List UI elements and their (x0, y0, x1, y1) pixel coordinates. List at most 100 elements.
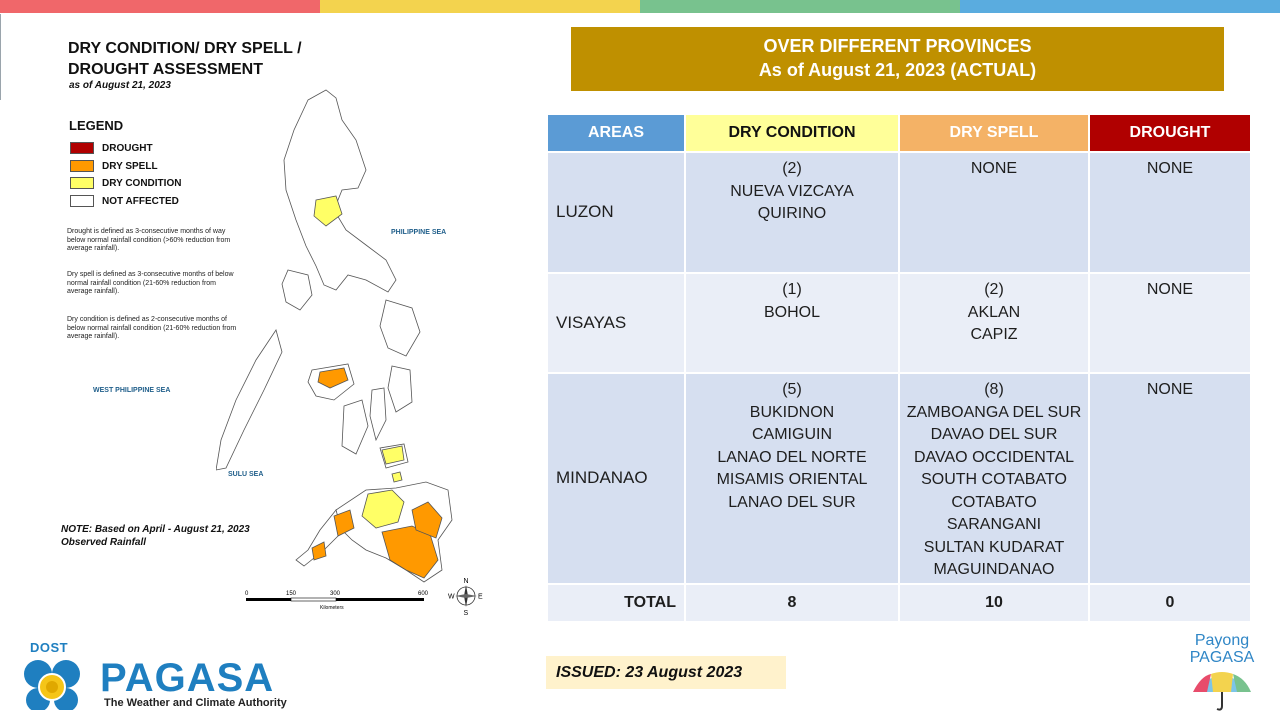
payong-line1: Payong (1194, 632, 1250, 649)
map-title: DRY CONDITION/ DRY SPELL / DROUGHT ASSES… (68, 38, 302, 80)
legend-swatch-drought (70, 142, 94, 154)
cell-line: NONE (970, 160, 1018, 177)
legend-label: DROUGHT (102, 142, 153, 154)
pagasa-logo-icon (24, 660, 80, 710)
map-note: NOTE: Based on April - August 21, 2023 O… (61, 523, 250, 549)
cell-line: LANAO DEL SUR (728, 493, 856, 511)
top-bar-segment (640, 0, 960, 13)
compass-n: N (464, 578, 469, 585)
map-subtitle: as of August 21, 2023 (69, 80, 171, 91)
sea-label-sulu: SULU SEA (228, 471, 264, 478)
table-header-row: AREAS DRY CONDITION DRY SPELL DROUGHT (546, 113, 1252, 153)
map-title-line1: DRY CONDITION/ DRY SPELL / (68, 40, 302, 57)
column-header-areas: AREAS (546, 113, 686, 153)
scale-unit: Kilometers (320, 605, 344, 611)
legend-item-dry-condition: DRY CONDITION (70, 177, 181, 189)
provinces-header: OVER DIFFERENT PROVINCES As of August 21… (571, 27, 1224, 91)
legend-label: DRY SPELL (102, 160, 158, 172)
top-bar-segment (0, 0, 320, 13)
legend-swatch-not-affected (70, 195, 94, 207)
pagasa-wordmark: PAGASA (100, 656, 275, 700)
dry-condition-cell: (2) NUEVA VIZCAYA QUIRINO (684, 151, 900, 274)
cell-line: MISAMIS ORIENTAL (716, 471, 868, 488)
cell-line: DAVAO OCCIDENTAL (913, 448, 1075, 466)
map-region-luzon (283, 89, 397, 293)
scale-tick-150: 150 (286, 591, 297, 597)
map-region-nueva-vizcaya-quirino (313, 195, 343, 227)
cell-line: CAPIZ (970, 326, 1018, 343)
header-line1: OVER DIFFERENT PROVINCES (763, 36, 1032, 56)
scale-tick-600: 600 (418, 591, 429, 597)
column-header-drought: DROUGHT (1088, 113, 1252, 153)
payong-line2: PAGASA (1189, 649, 1255, 666)
cell-line: (5) (782, 381, 802, 398)
cell-line: MAGUINDANAO (933, 561, 1055, 578)
map-panel: DRY CONDITION/ DRY SPELL / DROUGHT ASSES… (56, 30, 496, 630)
issued-date: ISSUED: 23 August 2023 (546, 656, 786, 689)
area-cell: VISAYAS (546, 272, 686, 374)
header-line2: As of August 21, 2023 (ACTUAL) (758, 60, 1037, 80)
map-note-line2: Observed Rainfall (61, 537, 147, 548)
total-dry-spell: 10 (898, 583, 1090, 623)
cell-line: (2) (984, 281, 1004, 298)
map-region-negros (341, 399, 369, 455)
dry-spell-cell: (2) AKLAN CAPIZ (898, 272, 1090, 374)
cell-line: (2) (782, 160, 802, 177)
dry-spell-cell: (8) ZAMBOANGA DEL SUR DAVAO DEL SUR DAVA… (898, 372, 1090, 585)
cell-line: (8) (984, 381, 1004, 398)
cell-line: SOUTH COTABATO (921, 471, 1067, 488)
column-header-dry-spell: DRY SPELL (898, 113, 1090, 153)
dry-spell-cell: NONE (898, 151, 1090, 274)
map-region-bohol-dry-condition (381, 445, 405, 465)
map-title-line2: DROUGHT ASSESSMENT (68, 61, 263, 78)
legend-label: DRY CONDITION (102, 177, 182, 189)
table-row-visayas: VISAYAS (1) BOHOL (2) AKLAN CAPIZ NONE (546, 272, 1252, 374)
column-header-dry-condition: DRY CONDITION (684, 113, 900, 153)
cell-line: BOHOL (763, 303, 820, 321)
compass-s: S (464, 610, 469, 616)
cell-line: NONE (1146, 281, 1194, 298)
umbrella-icon (1193, 672, 1251, 711)
legend-swatch-dry-spell (70, 160, 94, 172)
cell-line: AKLAN (967, 303, 1021, 321)
cell-line: LANAO DEL NORTE (717, 448, 867, 466)
area-cell: MINDANAO (546, 372, 686, 585)
philippines-map (216, 89, 453, 583)
cell-line: NUEVA VIZCAYA (730, 182, 854, 200)
top-color-bar (0, 0, 1280, 13)
compass-rose-icon: N S E W (448, 578, 483, 616)
map-note-line1: NOTE: Based on April - August 21, 2023 (61, 524, 250, 535)
map-region-mindoro (281, 269, 313, 311)
map-region-davao (411, 501, 443, 539)
cell-line: ZAMBOANGA DEL SUR (906, 403, 1082, 421)
total-dry-condition: 8 (684, 583, 900, 623)
scale-bar: 0 150 300 600 Kilometers (245, 591, 429, 611)
map-region-northern-mindanao (361, 489, 405, 529)
definition-dry-condition: Dry condition is defined as 2-consecutiv… (67, 316, 237, 340)
sea-label-west-philippine: WEST PHILIPPINE SEA (93, 387, 171, 394)
table-row-mindanao: MINDANAO (5) BUKIDNON CAMIGUIN LANAO DEL… (546, 372, 1252, 585)
scale-tick-0: 0 (245, 591, 249, 597)
map-region-zamboanga-del-sur (333, 509, 355, 537)
drought-cell: NONE (1088, 372, 1252, 585)
map-region-samar (379, 299, 421, 357)
legend-label: NOT AFFECTED (102, 195, 179, 207)
definition-drought: Drought is defined as 3-consecutive mont… (67, 228, 231, 252)
definition-dry-spell: Dry spell is defined as 3-consecutive mo… (67, 271, 234, 295)
top-bar-segment (320, 0, 640, 13)
cell-line: NONE (1146, 160, 1194, 177)
cell-line: (1) (782, 281, 802, 298)
payong-pagasa-logo: Payong PAGASA (1172, 632, 1272, 718)
legend-item-dry-spell: DRY SPELL (70, 160, 158, 172)
legend-item-drought: DROUGHT (70, 142, 153, 154)
dry-condition-cell: (5) BUKIDNON CAMIGUIN LANAO DEL NORTE MI… (684, 372, 900, 585)
cell-line: SULTAN KUDARAT (923, 538, 1065, 556)
top-bar-segment (960, 0, 1280, 13)
area-cell: LUZON (546, 151, 686, 274)
left-divider (0, 14, 1, 100)
cell-line: SARANGANI (946, 516, 1042, 533)
cell-line: DAVAO DEL SUR (930, 426, 1058, 443)
table-row-total: TOTAL 8 10 0 (546, 583, 1252, 623)
legend-swatch-dry-condition (70, 177, 94, 189)
compass-e: E (478, 594, 483, 601)
